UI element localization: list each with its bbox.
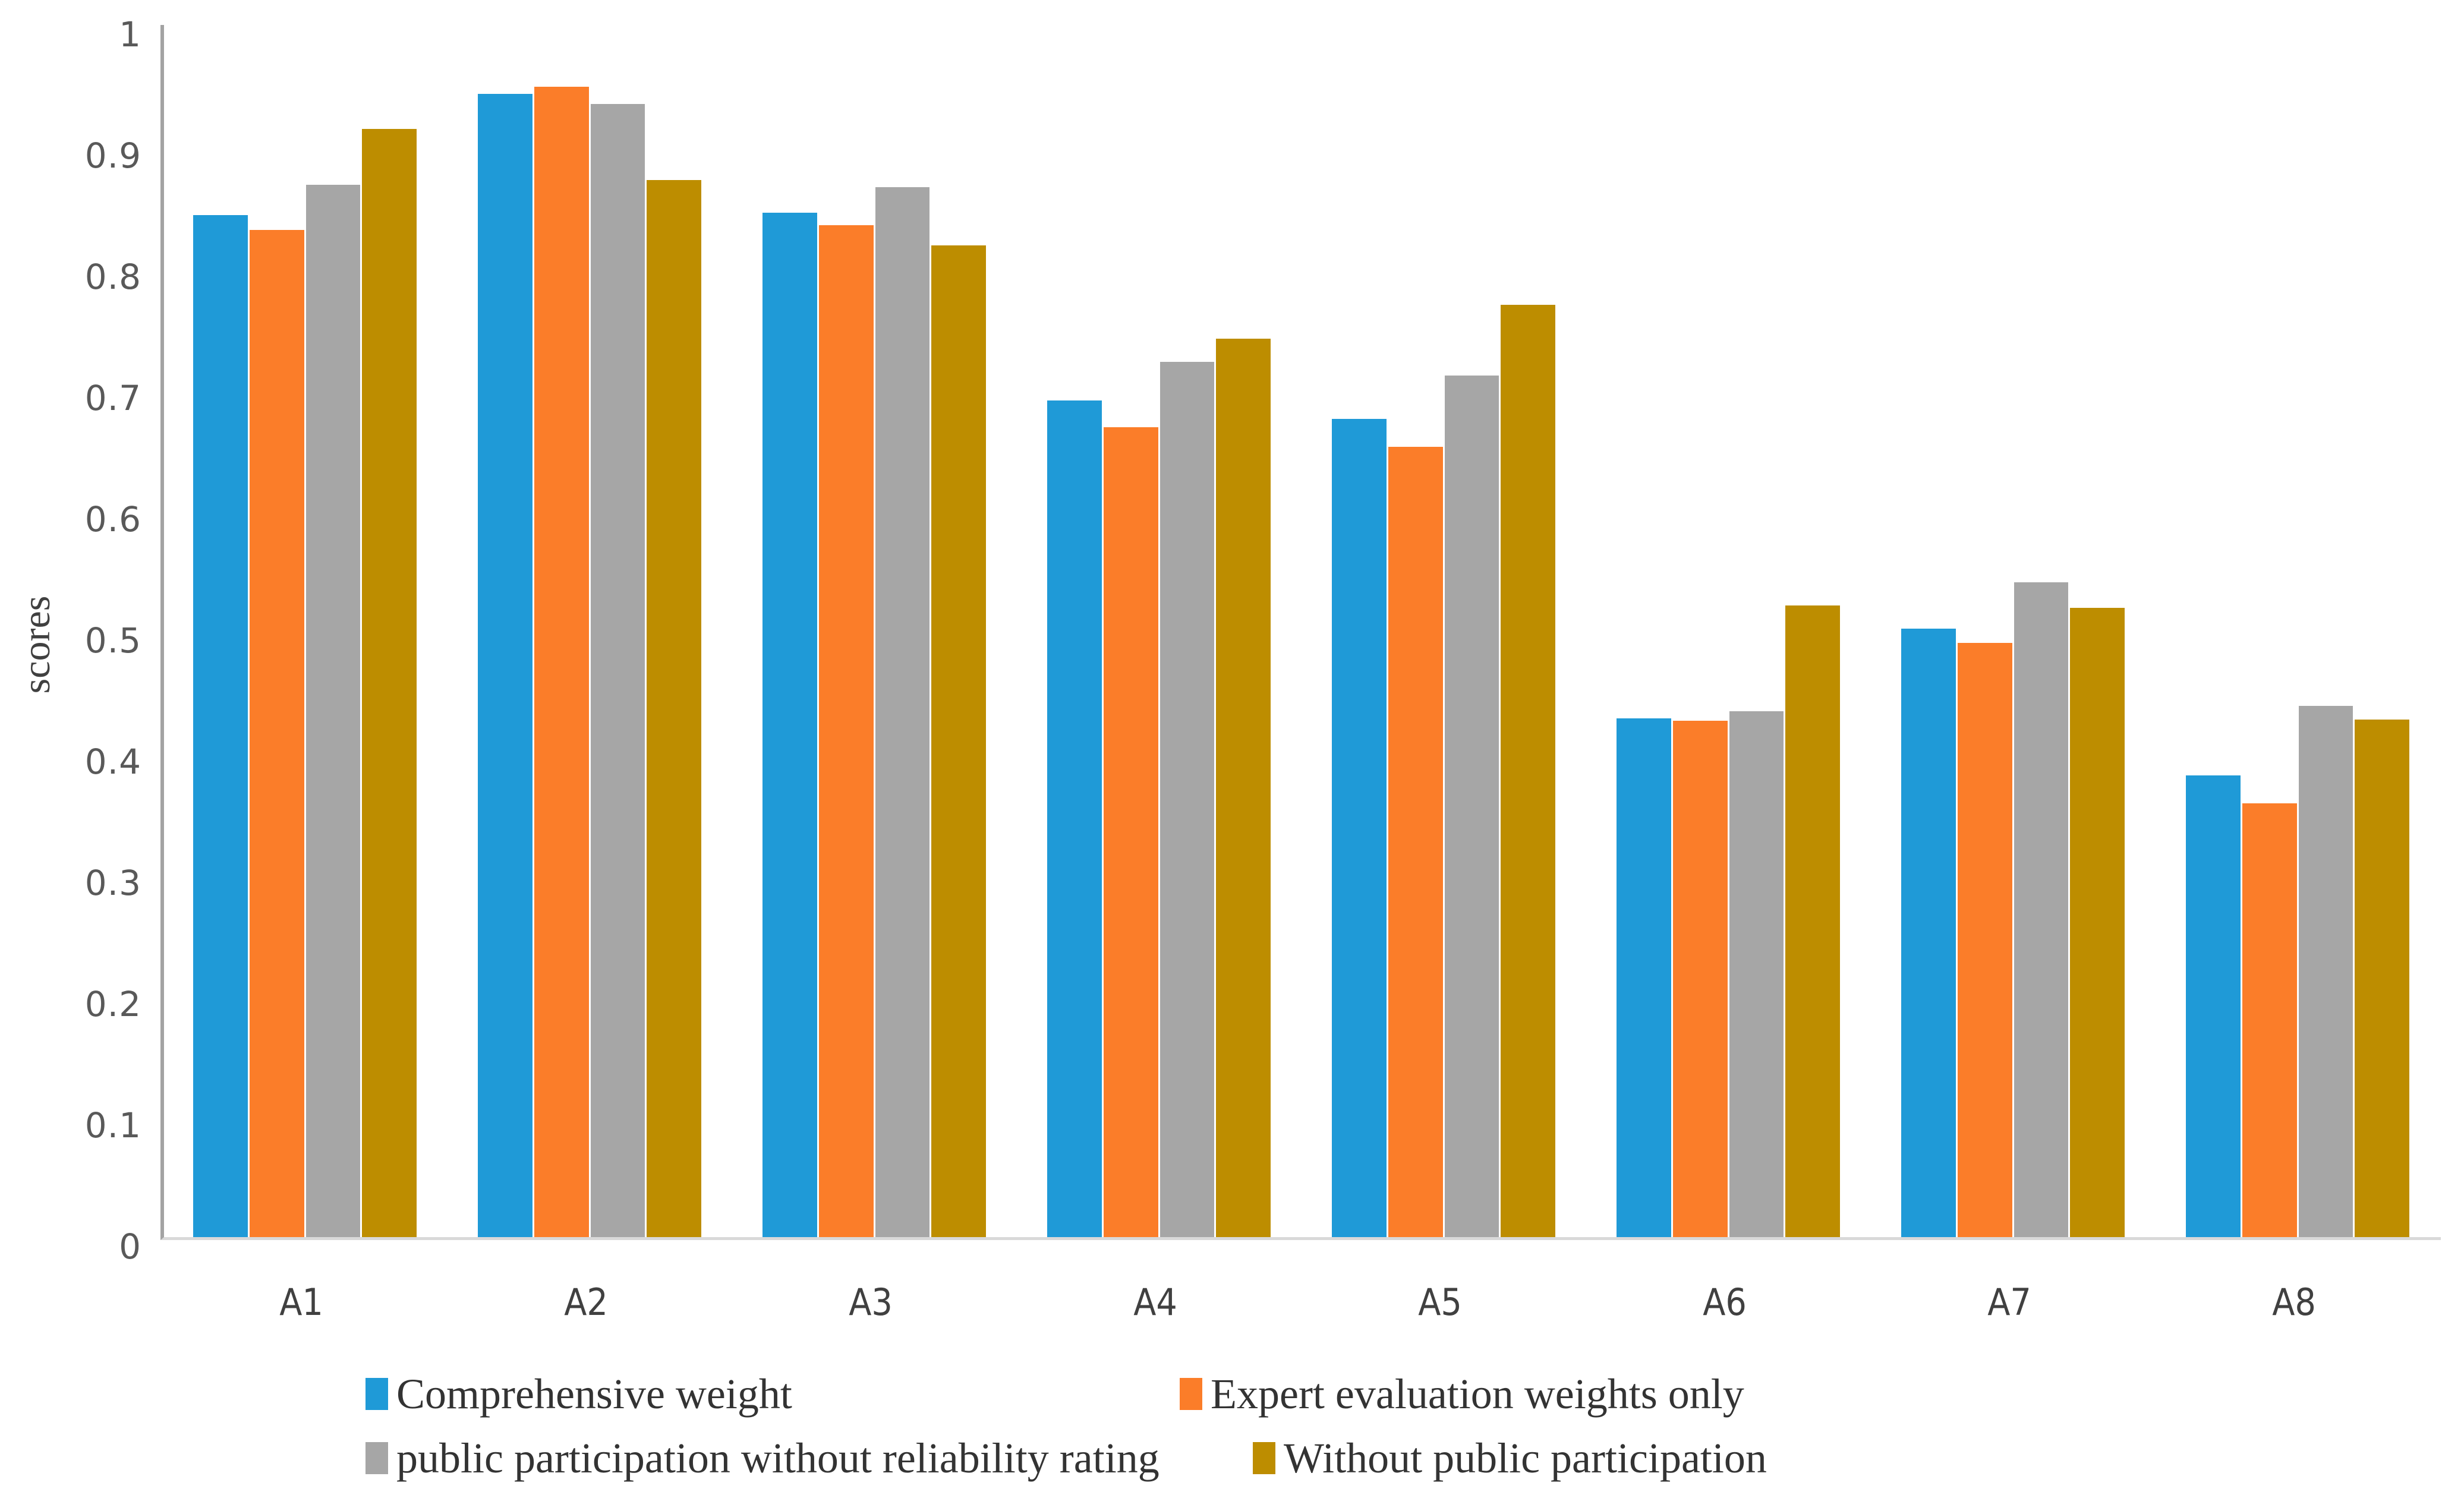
x-axis-label-A5: A5 — [1418, 1280, 1462, 1324]
plot-area — [160, 25, 2441, 1240]
legend-label-without-public-participation: Without public participation — [1284, 1434, 1767, 1482]
bar-A6-comprehensive-weight — [1617, 718, 1671, 1237]
bar-A2-expert-evaluation-weights-only — [534, 87, 589, 1237]
y-tick-label: 0.6 — [84, 499, 141, 540]
bar-A3-public-participation-without-reliability-rating — [875, 187, 930, 1237]
bar-A7-comprehensive-weight — [1901, 628, 1956, 1237]
bar-A7-public-participation-without-reliability-rating — [2014, 582, 2069, 1237]
bar-A3-without-public-participation — [931, 245, 986, 1237]
bar-A5-expert-evaluation-weights-only — [1388, 446, 1443, 1237]
bar-group-A4 — [1047, 25, 1271, 1237]
y-tick-label: 0.7 — [84, 378, 141, 418]
legend-swatch-public-participation-without-reliability-rating — [365, 1442, 388, 1474]
bar-A1-public-participation-without-reliability-rating — [305, 185, 361, 1237]
bar-A3-expert-evaluation-weights-only — [818, 225, 874, 1237]
bar-A6-without-public-participation — [1785, 605, 1840, 1237]
bar-A6-public-participation-without-reliability-rating — [1729, 711, 1784, 1237]
legend-item-without-public-participation: Without public participation — [1253, 1437, 1767, 1480]
x-axis-label-A1: A1 — [279, 1280, 323, 1324]
bar-A1-comprehensive-weight — [193, 215, 248, 1237]
bar-A8-expert-evaluation-weights-only — [2242, 803, 2297, 1237]
bar-A7-without-public-participation — [2070, 608, 2125, 1237]
legend-swatch-expert-evaluation-weights-only — [1180, 1378, 1202, 1410]
bar-A6-expert-evaluation-weights-only — [1672, 720, 1728, 1237]
bar-A2-without-public-participation — [647, 180, 701, 1237]
x-axis-label-A3: A3 — [849, 1280, 893, 1324]
bar-A8-public-participation-without-reliability-rating — [2298, 706, 2353, 1237]
x-axis-label-A6: A6 — [1703, 1280, 1747, 1324]
x-axis-label-A7: A7 — [1987, 1280, 2031, 1324]
y-tick-label: 1 — [119, 14, 141, 55]
y-tick-label: 0.4 — [84, 742, 141, 782]
y-tick-label: 0.3 — [84, 863, 141, 903]
bar-group-A2 — [478, 25, 701, 1237]
bar-group-A5 — [1332, 25, 1555, 1237]
y-tick-label: 0.9 — [84, 135, 141, 176]
bar-A5-comprehensive-weight — [1332, 419, 1387, 1237]
legend-label-public-participation-without-reliability-rating: public participation without reliability… — [396, 1434, 1159, 1482]
bar-A5-without-public-participation — [1501, 305, 1555, 1237]
bar-A7-expert-evaluation-weights-only — [1957, 643, 2012, 1237]
bar-A2-public-participation-without-reliability-rating — [590, 103, 645, 1237]
legend-swatch-without-public-participation — [1253, 1442, 1275, 1474]
y-tick-label: 0 — [119, 1226, 141, 1267]
legend-item-public-participation-without-reliability-rating: public participation without reliability… — [365, 1437, 1159, 1480]
x-axis-label-A8: A8 — [2272, 1280, 2316, 1324]
bar-group-A1 — [193, 25, 417, 1237]
bar-A3-comprehensive-weight — [762, 213, 817, 1237]
bar-group-A6 — [1617, 25, 1840, 1237]
legend-swatch-comprehensive-weight — [365, 1378, 388, 1410]
x-axis-label-A4: A4 — [1133, 1280, 1177, 1324]
bar-A4-comprehensive-weight — [1047, 400, 1102, 1237]
legend-item-expert-evaluation-weights-only: Expert evaluation weights only — [1180, 1373, 1744, 1415]
legend-label-expert-evaluation-weights-only: Expert evaluation weights only — [1211, 1370, 1744, 1418]
bar-A1-expert-evaluation-weights-only — [249, 229, 304, 1237]
y-tick-label: 0.2 — [84, 984, 141, 1024]
bar-group-A3 — [762, 25, 986, 1237]
bar-A8-without-public-participation — [2355, 719, 2409, 1237]
bar-group-A7 — [1901, 25, 2125, 1237]
bar-A8-comprehensive-weight — [2186, 775, 2241, 1237]
y-tick-label: 0.5 — [84, 620, 141, 661]
bar-A1-without-public-participation — [362, 129, 417, 1237]
legend-label-comprehensive-weight: Comprehensive weight — [396, 1370, 792, 1418]
bar-group-A8 — [2186, 25, 2409, 1237]
bar-A4-public-participation-without-reliability-rating — [1159, 362, 1215, 1237]
bar-A5-public-participation-without-reliability-rating — [1444, 375, 1499, 1237]
x-axis-label-A2: A2 — [564, 1280, 608, 1324]
legend-item-comprehensive-weight: Comprehensive weight — [365, 1373, 792, 1415]
bar-A4-without-public-participation — [1216, 339, 1271, 1237]
bar-A2-comprehensive-weight — [478, 94, 532, 1237]
y-tick-label: 0.1 — [84, 1105, 141, 1146]
bar-A4-expert-evaluation-weights-only — [1103, 427, 1158, 1237]
y-tick-label: 0.8 — [84, 257, 141, 297]
